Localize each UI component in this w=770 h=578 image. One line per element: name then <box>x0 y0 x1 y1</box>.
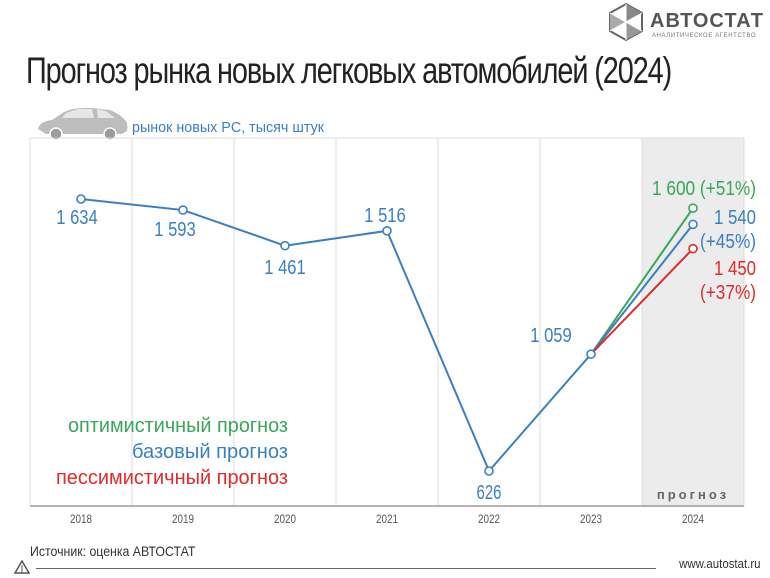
data-point <box>484 466 494 476</box>
data-label-pessimistic-pct: (+37%) <box>700 282 756 304</box>
data-point-pessimistic <box>688 243 698 254</box>
source-note: Источник: оценка АВТОСТАТ <box>30 543 196 559</box>
x-tick-label: 2019 <box>172 512 194 526</box>
small-logo-icon <box>14 560 30 574</box>
series-line-base <box>590 223 694 355</box>
x-tick-label: 2020 <box>274 512 296 526</box>
data-point <box>280 240 290 251</box>
forecast-band <box>642 138 744 506</box>
data-label: 1 059 <box>530 325 572 347</box>
forecast-band-label: прогноз <box>657 487 729 502</box>
data-label-base-value: 1 540 <box>714 207 756 229</box>
series-line-historical <box>80 198 592 473</box>
car-icon <box>38 107 128 141</box>
x-tick-label: 2023 <box>580 512 602 526</box>
x-tick-label: 2024 <box>682 512 704 526</box>
brand-name: АВТОСТАТ <box>650 10 764 32</box>
data-label-pessimistic-value: 1 450 <box>714 258 756 280</box>
chart-subtitle: рынок новых PC, тысяч штук <box>132 119 324 136</box>
x-tick-label: 2021 <box>376 512 398 526</box>
page-title: Прогноз рынка новых легковых автомобилей… <box>26 50 672 91</box>
data-point-base <box>688 219 698 230</box>
data-label: 626 <box>477 482 502 504</box>
data-point <box>178 205 188 215</box>
data-label-base-pct: (+45%) <box>700 231 756 253</box>
legend-entry: базовый прогноз <box>132 441 288 463</box>
data-point <box>382 226 392 236</box>
data-point <box>586 349 596 359</box>
x-tick-label: 2018 <box>70 512 92 526</box>
legend-entry: пессимистичный прогноз <box>56 467 288 489</box>
data-label: 1 516 <box>364 205 406 227</box>
data-label-optimistic: 1 600 (+51%) <box>652 178 756 200</box>
data-label: 1 593 <box>154 219 196 241</box>
legend-entry: оптимистичный прогноз <box>68 415 288 437</box>
data-point <box>76 194 86 204</box>
series-line-pessimistic <box>590 247 694 355</box>
site-url: www.autostat.ru <box>678 556 760 571</box>
brand-logo: АВТОСТАТ АНАЛИТИЧЕСКОЕ АГЕНТСТВО <box>606 2 766 42</box>
data-point-optimistic <box>688 203 698 213</box>
footer-divider <box>36 568 656 569</box>
data-label: 1 634 <box>56 207 98 229</box>
hexagon-logo-icon <box>609 2 643 42</box>
x-tick-label: 2022 <box>478 512 500 526</box>
data-label: 1 461 <box>264 257 306 279</box>
brand-tagline: АНАЛИТИЧЕСКОЕ АГЕНТСТВО <box>652 33 757 39</box>
series-line-optimistic <box>590 207 694 355</box>
